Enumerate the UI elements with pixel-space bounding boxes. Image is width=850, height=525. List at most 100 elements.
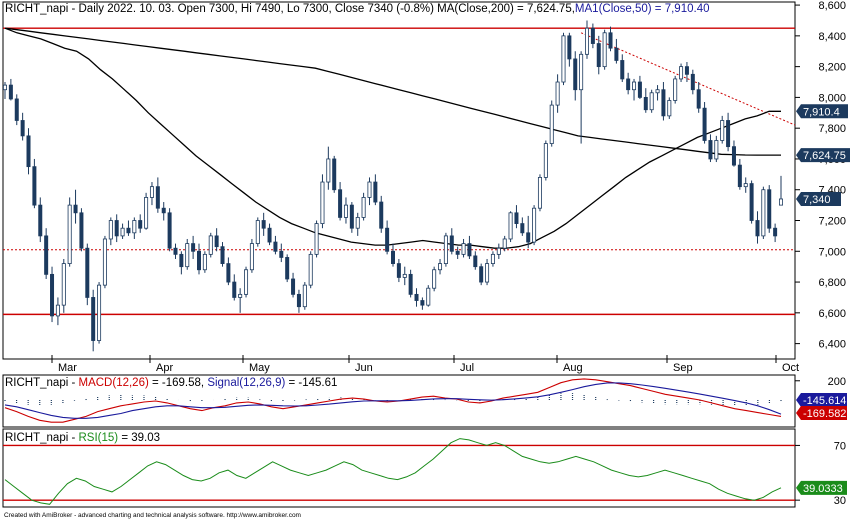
candle (238, 288, 243, 313)
candle-body (402, 273, 407, 278)
candle-body (408, 273, 413, 295)
candle-body (632, 81, 637, 91)
candle-body (726, 120, 731, 148)
price-header-ma50: MA1(Close,50) = 7,910.40 (575, 3, 710, 15)
candle (314, 220, 319, 258)
candle (632, 78, 637, 101)
candle (543, 140, 548, 181)
candle-body (67, 204, 72, 264)
candle (720, 115, 725, 144)
candle-body (196, 250, 201, 271)
candle (144, 192, 149, 230)
candle-body (244, 269, 249, 295)
candle-body (185, 243, 190, 268)
price-y-tick-label: 8,600 (818, 0, 846, 12)
candle (279, 243, 284, 263)
candle (291, 272, 296, 298)
candle (496, 243, 501, 259)
candle-body (179, 253, 184, 268)
candle-body (155, 186, 160, 209)
candle-body (202, 253, 207, 271)
rsi-value-tag-shape (796, 480, 847, 495)
candle-body (467, 243, 472, 257)
candle-body (496, 247, 501, 255)
price-y-tick-label: 7,200 (818, 216, 846, 228)
candle-body (161, 207, 166, 214)
price-y-tick-label: 6,400 (818, 339, 846, 351)
candle-body (614, 47, 619, 61)
candle-body (508, 212, 513, 240)
candle-body (338, 189, 343, 218)
candle-body (637, 81, 642, 98)
macd-value-tags: -145.614-169.582 (796, 393, 847, 420)
candle-body (414, 293, 419, 301)
candle (432, 266, 437, 292)
rsi-level-lines (3, 444, 795, 501)
price-y-tick-label: 6,800 (818, 277, 846, 289)
candle-body (91, 297, 96, 341)
candle-body (38, 204, 43, 237)
price-value-tags: 7,910.4 7,624.75 7,340 (796, 104, 850, 206)
x-axis-ticks: Mar Apr May Jun Jul Aug Sep Oct (51, 355, 799, 374)
price-panel[interactable]: 8,6008,4008,2008,0007,8007,6007,4007,200… (2, 0, 850, 360)
price-y-tick-label: 6,600 (818, 308, 846, 320)
candle (679, 63, 684, 83)
candle (32, 158, 37, 209)
candle-body (102, 238, 107, 286)
rsi-value-tags: 39.0333 (796, 480, 847, 495)
candle-body (314, 223, 319, 255)
macd-value-tag-text: -169.582 (803, 408, 846, 420)
macd-panel[interactable]: 200 -145.614-169.582 RICHT_napi - MACD(1… (2, 374, 847, 428)
x-tick-label: Mar (58, 362, 77, 374)
rsi-y-tick-label: 70 (834, 440, 846, 452)
x-tick-label: Aug (563, 362, 583, 374)
candle-body (8, 84, 13, 100)
candle (244, 266, 249, 298)
candle (214, 228, 219, 252)
candle-body (696, 89, 701, 109)
candle (132, 217, 137, 239)
candle (696, 82, 701, 113)
candle (426, 285, 431, 307)
candle (20, 112, 25, 141)
candle (326, 146, 331, 190)
candle (520, 217, 525, 236)
candlestick-series[interactable] (3, 20, 784, 352)
candle (373, 174, 378, 206)
close-value-tag: 7,340 (796, 191, 841, 206)
footer-credit: Created with AmiBroker - advanced charti… (4, 512, 301, 519)
signal-value-tag-shape (796, 393, 847, 407)
rsi-y-tick-label: 30 (834, 495, 846, 507)
candle (661, 82, 666, 121)
price-y-tick-label: 7,000 (818, 246, 846, 258)
candle (73, 189, 78, 224)
candle-body (285, 257, 290, 280)
candle-body (567, 35, 572, 60)
candle (285, 254, 290, 283)
candle (44, 228, 49, 279)
candle-body (643, 97, 648, 111)
candle (61, 258, 66, 313)
x-tick-label: May (249, 362, 270, 374)
candle-body (502, 238, 507, 249)
rsi-panel[interactable]: 70 30 39.0333 RICHT_napi - RSI(15) = 39.0… (2, 428, 847, 508)
close-value-tag-shape (796, 191, 841, 206)
price-header-prefix: RICHT_napi - Daily 2022. 10. 03. Open 73… (5, 3, 437, 15)
candle-body (773, 227, 778, 237)
candle (385, 220, 390, 255)
close-value-tag-text: 7,340 (803, 194, 831, 206)
candle-body (26, 135, 31, 168)
candle (737, 158, 742, 190)
candle (50, 266, 55, 323)
signal-line (4, 382, 782, 419)
candle-body (267, 227, 272, 243)
candle (649, 89, 654, 113)
rsi-header: RICHT_napi - RSI(15) = 39.03 (5, 432, 160, 444)
candle (690, 69, 695, 95)
x-tick-label: Jun (355, 362, 373, 374)
candle-body (561, 35, 566, 83)
macd-value-tag-shape (796, 406, 847, 420)
rsi-y-axis: 70 30 (795, 440, 846, 507)
candle (308, 251, 313, 289)
